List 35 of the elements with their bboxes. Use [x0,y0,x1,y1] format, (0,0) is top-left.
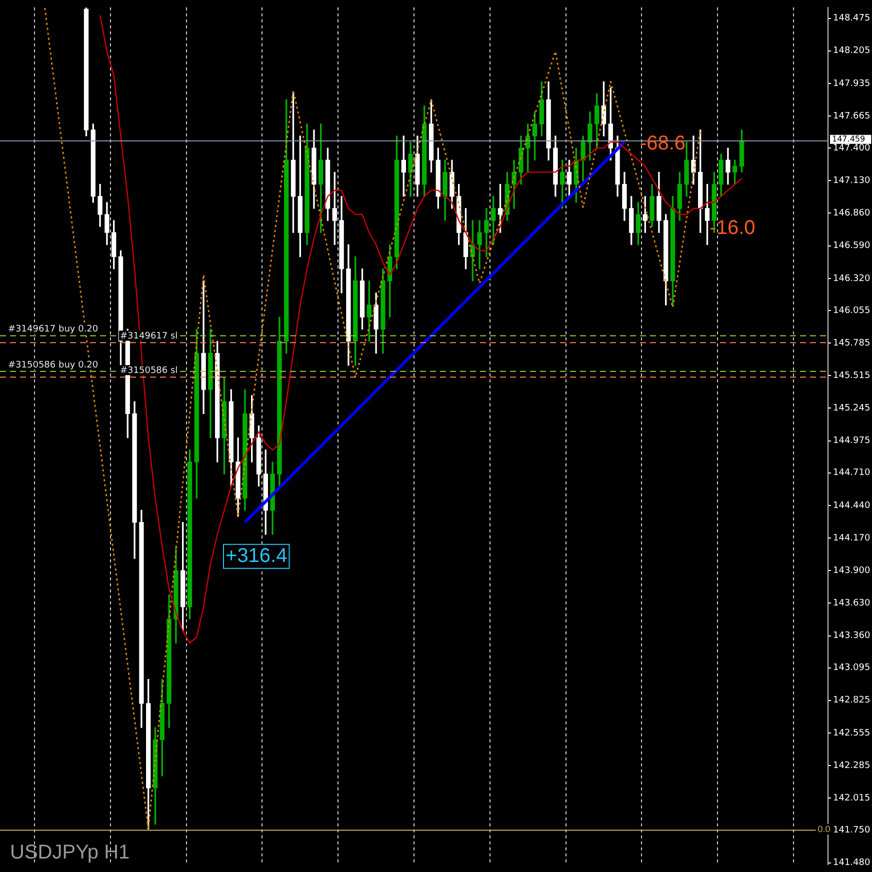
y-tick-label: 146.860 [833,208,870,219]
y-tick-label: 143.630 [833,598,870,609]
y-tick-label: 147.130 [833,176,870,186]
y-tick-label: 144.975 [833,436,870,446]
ref-line-label: #3150586 sl [120,366,178,376]
y-tick-label: 145.245 [833,404,870,414]
y-tick-label: 146.320 [833,274,870,284]
ref-line-label: #3150586 buy 0.20 [8,360,98,370]
ref-line-label: 147.459 [832,134,866,144]
y-tick-label: 142.285 [833,760,870,771]
y-tick-label: 147.400 [833,143,870,154]
y-tick-label: 146.055 [833,306,870,316]
annotation: 0.0 [818,824,830,834]
y-tick-label: 146.590 [833,241,870,252]
y-tick-label: 144.440 [833,500,870,511]
y-tick-label: 147.935 [833,78,870,89]
y-tick-label: 148.475 [833,14,870,24]
y-tick-label: 144.170 [833,533,870,544]
y-tick-label: 143.360 [833,631,870,642]
y-tick-label: 143.095 [833,663,870,674]
y-tick-label: 145.515 [833,370,870,381]
text: USDJPYp H1 [10,842,130,864]
y-tick-label: 147.665 [833,111,870,122]
ref-line-label: #3149617 sl [120,332,178,342]
y-tick-label: 141.480 [833,858,870,868]
ref-line-label: #3149617 buy 0.20 [8,324,98,335]
y-tick-label: 142.825 [833,696,870,706]
y-tick-label: 141.750 [833,826,870,836]
y-tick-label: 148.205 [833,46,870,56]
y-tick-label: 143.900 [833,566,870,576]
annotation: +316.4 [226,544,288,567]
y-tick-label: 144.710 [833,468,870,478]
y-tick-label: 142.015 [833,794,870,804]
y-tick-label: 145.785 [833,338,870,348]
y-tick-label: 142.555 [833,728,870,738]
